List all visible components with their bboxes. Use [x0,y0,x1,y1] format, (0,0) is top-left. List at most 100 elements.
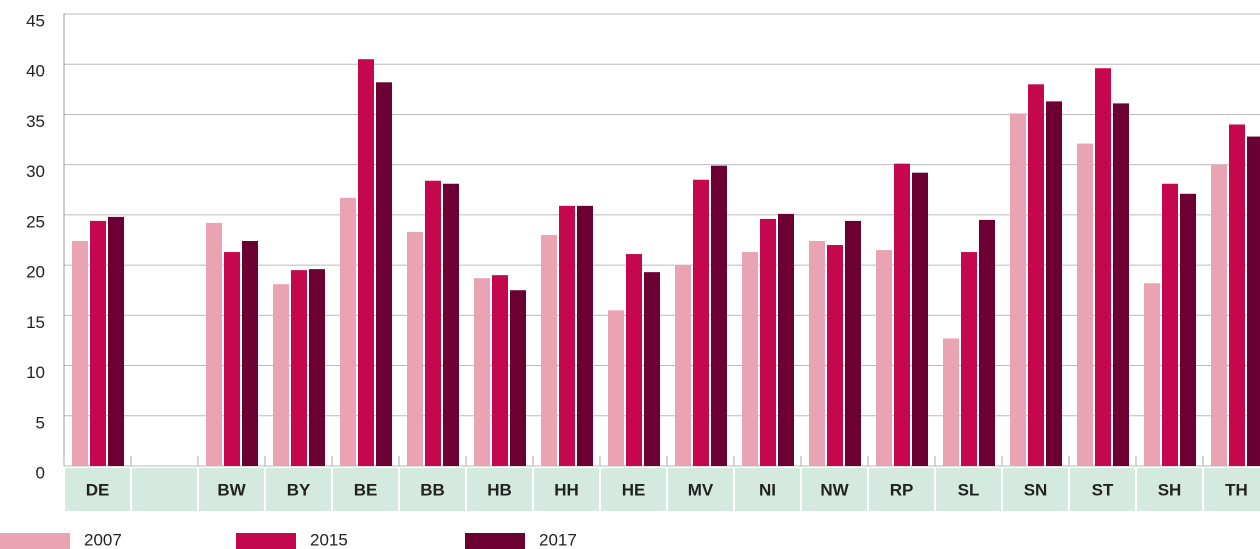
category-cell [333,468,398,511]
bar [1247,136,1260,466]
bar [1162,183,1178,467]
bar [1229,124,1245,466]
bar [961,252,977,466]
category-cell [199,468,264,511]
category-cell [601,468,666,511]
category-cell [735,468,800,511]
y-tick-label: 35 [26,112,45,131]
x-tick-label: SH [1158,480,1182,499]
bar [1095,68,1111,467]
x-tick-label: MV [688,480,714,499]
legend-label: 2017 [539,530,577,549]
bar [492,275,508,466]
bar [358,59,374,466]
bar [242,241,258,466]
bar [340,197,356,466]
category-cell [65,468,130,511]
category-cell [1204,468,1260,511]
y-tick-label: 25 [26,212,45,231]
y-tick-label: 0 [36,463,45,482]
y-tick-label: 30 [26,162,45,181]
bar [1180,193,1196,466]
y-tick-label: 10 [26,363,45,382]
bar [559,205,575,467]
category-cell [266,468,331,511]
x-tick-label: HH [554,480,579,499]
legend-label: 2007 [84,530,122,549]
bar [711,165,727,466]
bar [72,241,88,466]
bar [979,219,995,466]
category-cell [1070,468,1135,511]
x-tick-label: BB [420,480,445,499]
bar [1144,283,1160,466]
x-tick-label: NW [820,480,849,499]
bar [407,231,423,466]
x-tick-label: BY [287,480,311,499]
x-tick-label: HE [622,480,646,499]
category-cell [1003,468,1068,511]
category-cell [132,468,197,511]
bar [827,245,843,466]
bar [675,265,691,466]
bar [742,252,758,466]
category-cell [668,468,733,511]
bar [778,213,794,466]
bar [1028,84,1044,467]
bar [1077,143,1093,466]
bar [108,216,124,466]
legend-swatch [236,533,296,549]
bar [206,222,222,466]
bar [912,172,928,467]
legend-swatch [465,533,525,549]
x-tick-label: DE [86,480,110,499]
bar [644,272,660,466]
x-tick-label: SL [958,480,980,499]
x-tick-label: BE [354,480,378,499]
x-tick-label: ST [1092,480,1114,499]
bar [809,241,825,466]
bar [376,82,392,467]
bar [1113,103,1129,466]
y-tick-label: 5 [36,413,45,432]
bar [90,220,106,466]
y-tick-label: 45 [26,11,45,30]
bar [626,254,642,466]
bar [577,205,593,467]
bar [1211,164,1227,466]
category-cell [802,468,867,511]
category-cell [400,468,465,511]
legend-label: 2015 [310,530,348,549]
category-cell [467,468,532,511]
bar [273,284,289,466]
category-cell [936,468,1001,511]
bar [1046,101,1062,467]
bar [894,163,910,466]
bar [845,220,861,466]
x-tick-label: BW [217,480,246,499]
y-tick-label: 15 [26,313,45,332]
bar [943,338,959,466]
bar [760,218,776,466]
bar [291,270,307,466]
bar [608,310,624,466]
bar [510,290,526,466]
x-tick-label: NI [759,480,776,499]
legend-swatch [0,533,70,549]
y-tick-label: 20 [26,263,45,282]
bar [541,234,557,466]
bar [309,269,325,466]
x-tick-label: RP [890,480,914,499]
bar [425,180,441,466]
bar [443,183,459,467]
bar [876,250,892,466]
bar [474,278,490,466]
category-cell [1137,468,1202,511]
bar [224,252,240,466]
x-tick-label: HB [487,480,512,499]
category-cell [869,468,934,511]
bar [693,179,709,466]
y-tick-label: 40 [26,62,45,81]
x-tick-label: SN [1024,480,1048,499]
